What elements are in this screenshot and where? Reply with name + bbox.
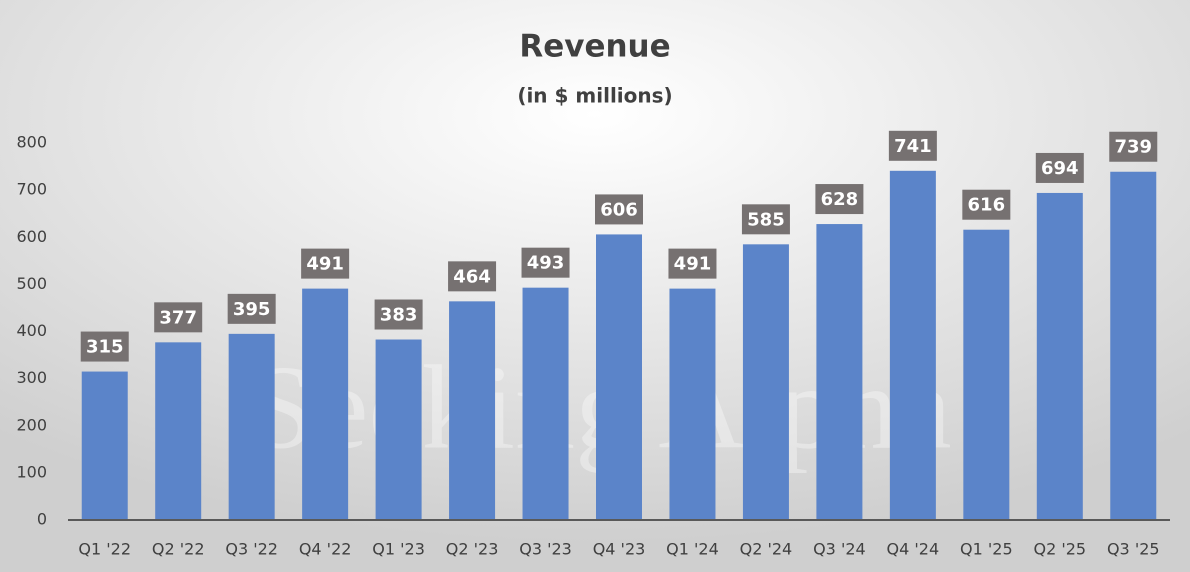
x-tick-label: Q1 '23 — [372, 540, 425, 559]
x-tick-label: Q2 '25 — [1033, 540, 1086, 559]
x-tick-label: Q2 '24 — [740, 540, 793, 559]
data-label-box — [962, 189, 1011, 220]
x-tick-label: Q3 '22 — [225, 540, 278, 559]
bar — [963, 229, 1010, 520]
data-label: 739 — [1114, 137, 1152, 158]
bar — [375, 339, 422, 520]
bar — [669, 288, 716, 520]
y-tick-label: 300 — [16, 368, 47, 387]
bar — [596, 234, 642, 521]
y-tick-label: 100 — [16, 462, 47, 481]
bar — [155, 342, 202, 520]
bar — [302, 288, 349, 520]
data-label: 741 — [894, 136, 932, 157]
data-label-box — [888, 130, 937, 161]
data-label: 628 — [821, 189, 859, 210]
x-tick-label: Q1 '22 — [78, 540, 131, 559]
x-tick-label: Q3 '23 — [519, 540, 572, 559]
data-label: 491 — [674, 254, 712, 275]
y-tick-label: 200 — [16, 415, 47, 434]
x-tick-label: Q3 '25 — [1107, 540, 1160, 559]
y-tick-label: 700 — [16, 180, 47, 199]
data-label-box — [80, 331, 129, 362]
data-label: 616 — [968, 195, 1006, 216]
bar — [81, 371, 128, 520]
data-label-box — [741, 204, 790, 235]
data-label: 694 — [1041, 158, 1079, 179]
data-label: 585 — [747, 209, 785, 230]
bar — [1036, 192, 1083, 520]
x-tick-label: Q4 '23 — [593, 540, 646, 559]
y-tick-label: 600 — [16, 227, 47, 246]
x-tick-label: Q3 '24 — [813, 540, 866, 559]
data-label: 377 — [159, 307, 197, 328]
bar — [522, 287, 569, 520]
data-label: 383 — [380, 305, 418, 326]
x-tick-label: Q1 '24 — [666, 540, 719, 559]
data-label-box — [668, 248, 717, 279]
y-tick-label: 400 — [16, 321, 47, 340]
data-label: 491 — [306, 254, 344, 275]
data-label: 464 — [453, 266, 491, 287]
data-label-box — [374, 299, 423, 330]
x-tick-label: Q4 '24 — [887, 540, 940, 559]
data-label-box — [154, 302, 203, 333]
data-label: 395 — [233, 299, 271, 320]
data-label-box — [227, 293, 276, 324]
x-tick-label: Q1 '25 — [960, 540, 1013, 559]
bar — [449, 301, 496, 520]
data-label-box — [815, 184, 864, 215]
chart-title: Revenue — [519, 29, 670, 65]
data-label-box — [521, 247, 570, 278]
chart-subtitle: (in $ millions) — [517, 84, 672, 108]
data-label-box — [301, 248, 350, 279]
data-label-box — [448, 261, 497, 292]
bar — [1110, 171, 1157, 520]
data-label: 606 — [600, 199, 638, 220]
bar — [889, 170, 936, 520]
bar — [228, 333, 275, 520]
data-label-box — [595, 194, 643, 225]
x-tick-label: Q2 '23 — [446, 540, 499, 559]
bar — [742, 244, 789, 520]
data-label-box — [1035, 152, 1084, 183]
x-tick-label: Q2 '22 — [152, 540, 205, 559]
data-label: 493 — [527, 253, 565, 274]
y-tick-label: 800 — [16, 133, 47, 152]
x-tick-label: Q4 '22 — [299, 540, 352, 559]
data-label-box — [1109, 131, 1158, 162]
y-tick-label: 0 — [37, 510, 47, 529]
bar — [816, 224, 863, 520]
y-tick-label: 500 — [16, 274, 47, 293]
data-label: 315 — [86, 337, 124, 358]
